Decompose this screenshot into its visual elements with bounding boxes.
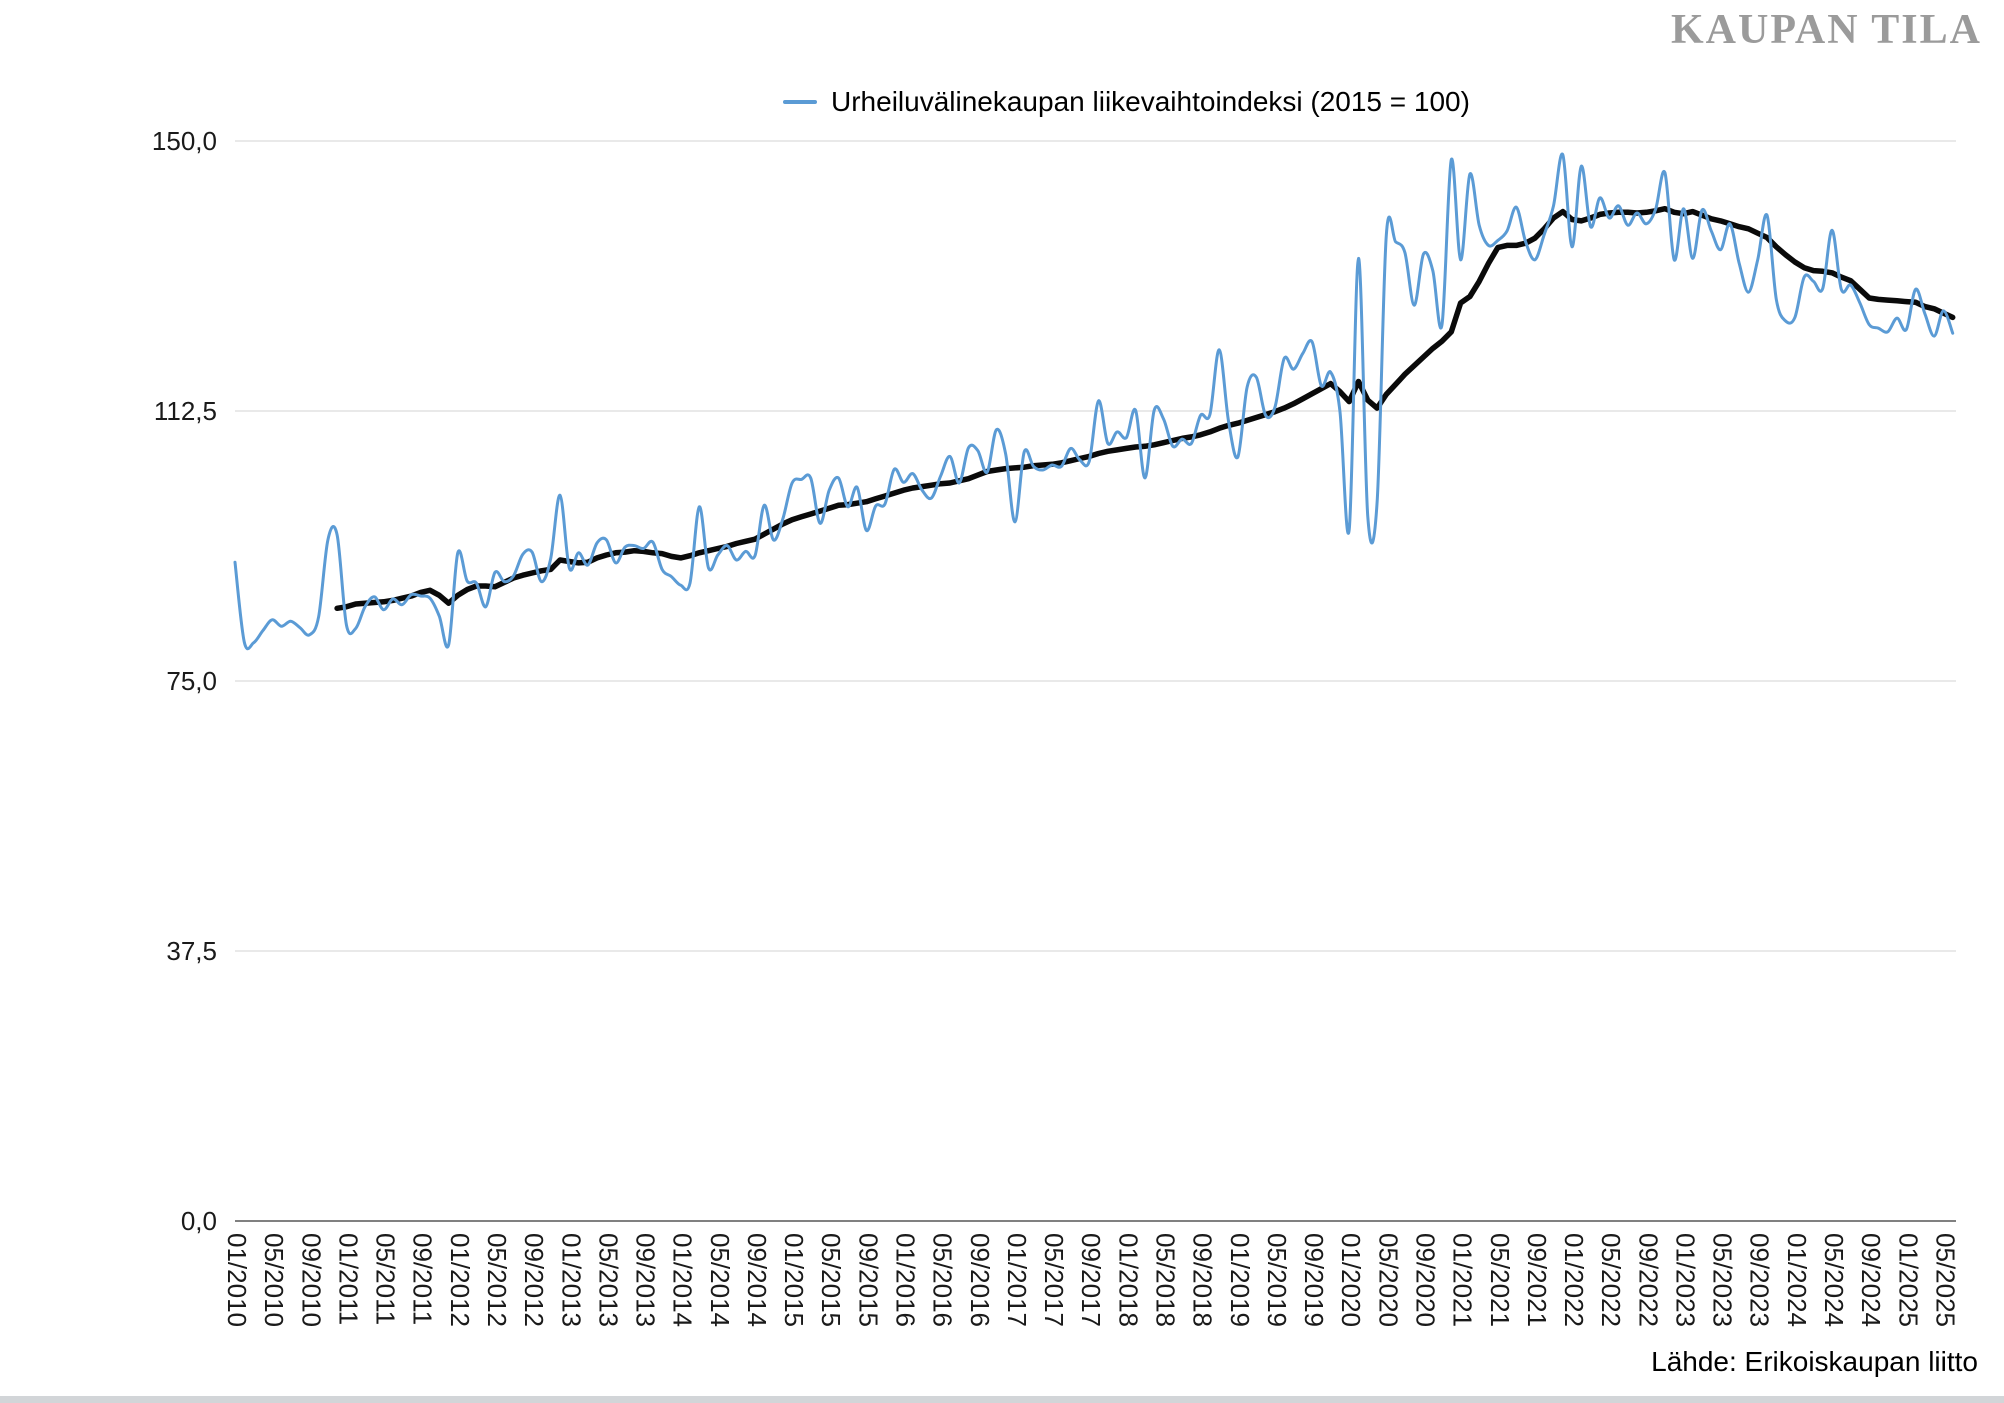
bottom-strip [0, 1396, 2004, 1403]
source-note: Lähde: Erikoiskaupan liitto [1651, 1346, 1978, 1377]
x-axis-labels: 01/2010 05/2010 09/2010 01/2011 05/2011 09/20… [222, 1233, 1960, 1327]
svg-text:05/2018: 05/2018 [1151, 1233, 1181, 1327]
svg-text:01/2018: 01/2018 [1113, 1233, 1143, 1327]
svg-text:09/2014: 09/2014 [742, 1233, 772, 1327]
svg-text:37,5: 37,5 [166, 936, 217, 966]
gridlines [235, 140, 1956, 1222]
svg-text:09/2018: 09/2018 [1188, 1233, 1218, 1327]
svg-text:05/2013: 05/2013 [593, 1233, 623, 1327]
svg-text:01/2019: 01/2019 [1225, 1233, 1255, 1327]
svg-text:05/2015: 05/2015 [816, 1233, 846, 1327]
svg-text:01/2015: 01/2015 [779, 1233, 809, 1327]
svg-text:05/2022: 05/2022 [1596, 1233, 1626, 1327]
chart-legend: Urheiluvälinekaupan liikevaihtoindeksi (… [783, 86, 1470, 118]
svg-text:05/2024: 05/2024 [1819, 1233, 1849, 1327]
svg-text:150,0: 150,0 [152, 126, 217, 156]
svg-text:05/2021: 05/2021 [1485, 1233, 1515, 1327]
svg-text:01/2025: 01/2025 [1893, 1233, 1923, 1327]
svg-text:09/2024: 09/2024 [1856, 1233, 1886, 1327]
svg-text:09/2012: 09/2012 [519, 1233, 549, 1327]
svg-text:01/2023: 01/2023 [1670, 1233, 1700, 1327]
svg-text:09/2019: 09/2019 [1299, 1233, 1329, 1327]
svg-text:05/2025: 05/2025 [1930, 1233, 1960, 1327]
legend-label: Urheiluvälinekaupan liikevaihtoindeksi (… [831, 86, 1470, 117]
svg-text:05/2020: 05/2020 [1373, 1233, 1403, 1327]
svg-text:09/2021: 09/2021 [1522, 1233, 1552, 1327]
svg-text:05/2010: 05/2010 [259, 1233, 289, 1327]
kaupan-tila-logo: KAUPAN TILA [1671, 7, 1982, 53]
svg-text:0,0: 0,0 [181, 1206, 217, 1236]
svg-text:09/2017: 09/2017 [1076, 1233, 1106, 1327]
svg-text:05/2012: 05/2012 [482, 1233, 512, 1327]
svg-text:09/2016: 09/2016 [965, 1233, 995, 1327]
svg-text:01/2016: 01/2016 [891, 1233, 921, 1327]
trend-line [334, 205, 1956, 612]
svg-text:05/2011: 05/2011 [371, 1233, 401, 1325]
svg-text:05/2014: 05/2014 [705, 1233, 735, 1327]
svg-text:05/2019: 05/2019 [1262, 1233, 1292, 1327]
svg-text:01/2011: 01/2011 [333, 1233, 363, 1325]
svg-text:01/2012: 01/2012 [445, 1233, 475, 1327]
svg-text:05/2017: 05/2017 [1039, 1233, 1069, 1327]
svg-text:01/2017: 01/2017 [1002, 1233, 1032, 1327]
svg-text:112,5: 112,5 [154, 396, 217, 426]
svg-text:09/2013: 09/2013 [631, 1233, 661, 1327]
svg-text:05/2023: 05/2023 [1708, 1233, 1738, 1327]
svg-text:75,0: 75,0 [166, 666, 217, 696]
svg-text:09/2020: 09/2020 [1410, 1233, 1440, 1327]
svg-text:01/2021: 01/2021 [1448, 1233, 1478, 1327]
svg-text:09/2023: 09/2023 [1745, 1233, 1775, 1327]
svg-text:05/2016: 05/2016 [928, 1233, 958, 1327]
svg-text:01/2014: 01/2014 [668, 1233, 698, 1327]
svg-text:09/2011: 09/2011 [408, 1233, 438, 1325]
monthly-index-line [233, 152, 1955, 651]
svg-text:09/2010: 09/2010 [296, 1233, 326, 1327]
y-axis-labels: 0,0 37,5 75,0 112,5 150,0 [152, 126, 217, 1236]
svg-text:01/2020: 01/2020 [1336, 1233, 1366, 1327]
legend-line-swatch [783, 100, 817, 104]
svg-text:01/2013: 01/2013 [556, 1233, 586, 1327]
svg-text:09/2015: 09/2015 [853, 1233, 883, 1327]
svg-text:01/2022: 01/2022 [1559, 1233, 1589, 1327]
svg-text:01/2010: 01/2010 [222, 1233, 252, 1327]
svg-text:01/2024: 01/2024 [1782, 1233, 1812, 1327]
svg-text:09/2022: 09/2022 [1633, 1233, 1663, 1327]
